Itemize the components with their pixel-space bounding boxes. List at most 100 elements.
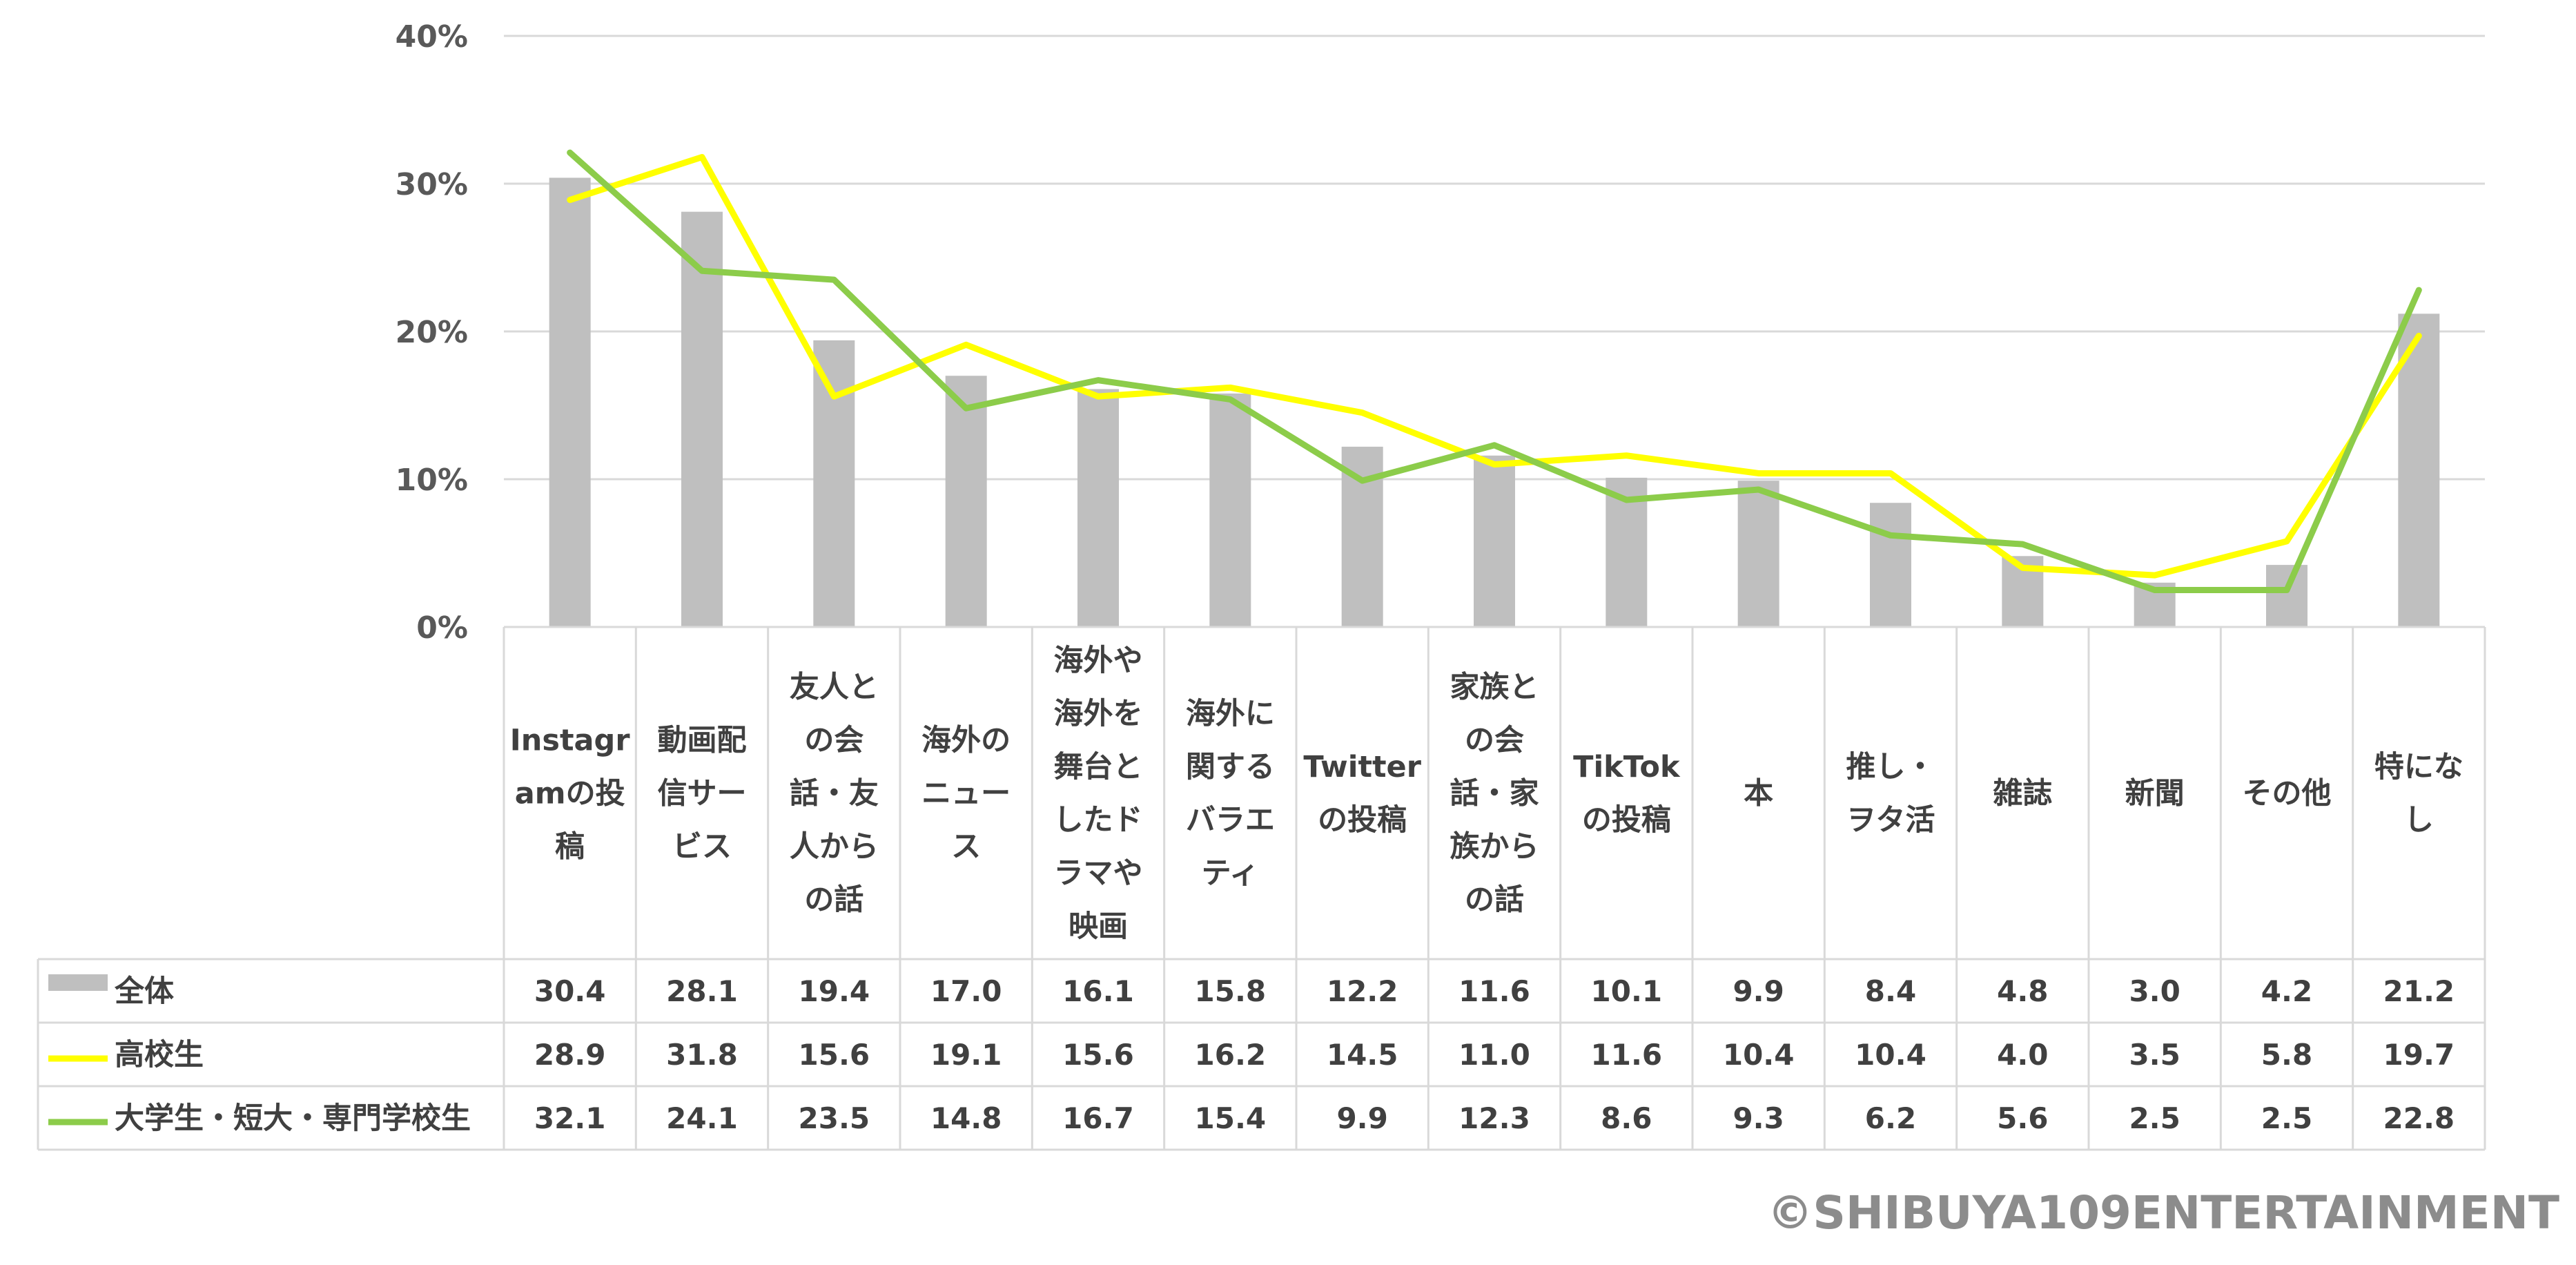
table-cell-value: 17.0 [930,974,1002,1008]
category-label: 稿 [555,830,585,865]
y-tick-label: 20% [396,315,468,350]
table-cell-value: 19.4 [799,974,870,1008]
category-label: したド [1054,803,1143,838]
table-cell-value: 5.8 [2261,1038,2312,1072]
category-label: し [2404,803,2434,838]
bar [549,177,591,627]
table-cell-value: 23.5 [799,1101,870,1135]
legend-swatch-bar [48,974,108,991]
bar [945,376,987,627]
category-label: その他 [2243,777,2332,811]
table-cell-value: 22.8 [2383,1101,2455,1135]
category-label: ヲタ活 [1846,803,1935,838]
category-label: 家族と [1450,670,1539,705]
category-label: 関する [1186,750,1275,784]
table-cell-value: 15.4 [1195,1101,1267,1135]
bar [681,211,723,627]
table-cell-value: 14.5 [1327,1038,1398,1072]
bar [1474,455,1515,627]
category-label: ビス [672,830,732,865]
table-cell-value: 8.4 [1865,974,1916,1008]
legend-label: 大学生・短大・専門学校生 [115,1101,471,1136]
category-label: ラマや [1054,856,1143,891]
table-cell-value: 3.0 [2129,974,2180,1008]
category-label: の投稿 [1318,803,1407,838]
table-cell-value: 10.4 [1855,1038,1926,1072]
category-label: 友人と [790,670,879,705]
y-tick-label: 40% [396,19,468,55]
series-line-university [567,149,2422,593]
table-cell-value: 11.6 [1591,1038,1663,1072]
category-label: の会 [1465,724,1524,758]
table-cell-value: 15.6 [1062,1038,1134,1072]
category-label: ティ [1202,856,1259,891]
category-label: バラエ [1186,803,1275,838]
table-cell-value: 21.2 [2383,974,2455,1008]
table-cell-value: 12.2 [1327,974,1398,1008]
copyright-notice: ©SHIBUYA109ENTERTAINMENT [1767,1186,2559,1239]
category-label: 信サー [658,777,747,811]
table-cell-value: 15.6 [799,1038,870,1072]
table-cell-value: 6.2 [1865,1101,1916,1135]
table-cell-value: 4.0 [1997,1038,2048,1072]
category-label: 特にな [2374,750,2463,784]
table-cell-value: 3.5 [2129,1038,2180,1072]
table-cell-value: 16.7 [1062,1101,1134,1135]
category-label: 海外に [1186,697,1275,731]
category-label: Twitter [1303,750,1421,784]
table-cell-value: 15.8 [1195,974,1267,1008]
category-label: 話・家 [1450,777,1539,811]
category-label: の投稿 [1582,803,1671,838]
table-cell-value: 9.9 [1733,974,1784,1008]
table-cell-value: 24.1 [666,1101,738,1135]
table-cell-value: 11.0 [1458,1038,1530,1072]
category-label: 族から [1450,830,1539,865]
category-label: 新聞 [2125,777,2185,811]
y-tick-label: 0% [416,610,468,646]
category-label: 本 [1744,777,1773,811]
category-label: ニュー [921,777,1011,811]
table-cell-value: 32.1 [534,1101,606,1135]
category-label: 舞台と [1054,750,1143,784]
category-label: の話 [1465,883,1524,918]
bar [1870,503,1911,627]
table-cell-value: 2.5 [2129,1101,2180,1135]
table-cell-value: 2.5 [2261,1101,2312,1135]
category-label: 海外の [921,724,1011,758]
legend-label: 全体 [114,974,174,1009]
category-label: amの投 [515,777,625,811]
category-label: 動画配 [658,724,747,758]
bar [813,340,855,627]
table-cell-value: 28.1 [666,974,738,1008]
table-cell-value: 8.6 [1601,1101,1652,1135]
table-cell-value: 16.2 [1195,1038,1267,1072]
category-label: 雑誌 [1992,777,2052,811]
table-cell-value: 31.8 [666,1038,738,1072]
category-label: 推し・ [1846,750,1935,784]
table-cell-value: 10.1 [1591,974,1663,1008]
table-cell-value: 4.8 [1997,974,2048,1008]
bar [1737,481,1779,627]
bar [1209,393,1251,627]
category-label: TikTok [1573,750,1681,784]
category-label: 海外や [1054,644,1143,678]
bar [2398,313,2440,627]
table-cell-value: 28.9 [534,1038,606,1072]
table-cell-value: 9.9 [1336,1101,1387,1135]
table-cell-value: 9.3 [1733,1101,1784,1135]
category-label: ス [951,830,981,865]
table-cell-value: 10.4 [1723,1038,1795,1072]
category-label: の会 [804,724,863,758]
y-tick-label: 10% [396,463,468,498]
bar [2266,565,2307,627]
category-label: 人から [790,830,879,865]
category-label: 話・友 [790,777,879,811]
table-cell-value: 12.3 [1458,1101,1530,1135]
category-label: 海外を [1054,697,1143,731]
table-cell-value: 19.7 [2383,1038,2455,1072]
table-cell-value: 14.8 [930,1101,1002,1135]
y-tick-label: 30% [396,167,468,202]
category-label: 映画 [1069,909,1128,944]
table-cell-value: 4.2 [2261,974,2312,1008]
